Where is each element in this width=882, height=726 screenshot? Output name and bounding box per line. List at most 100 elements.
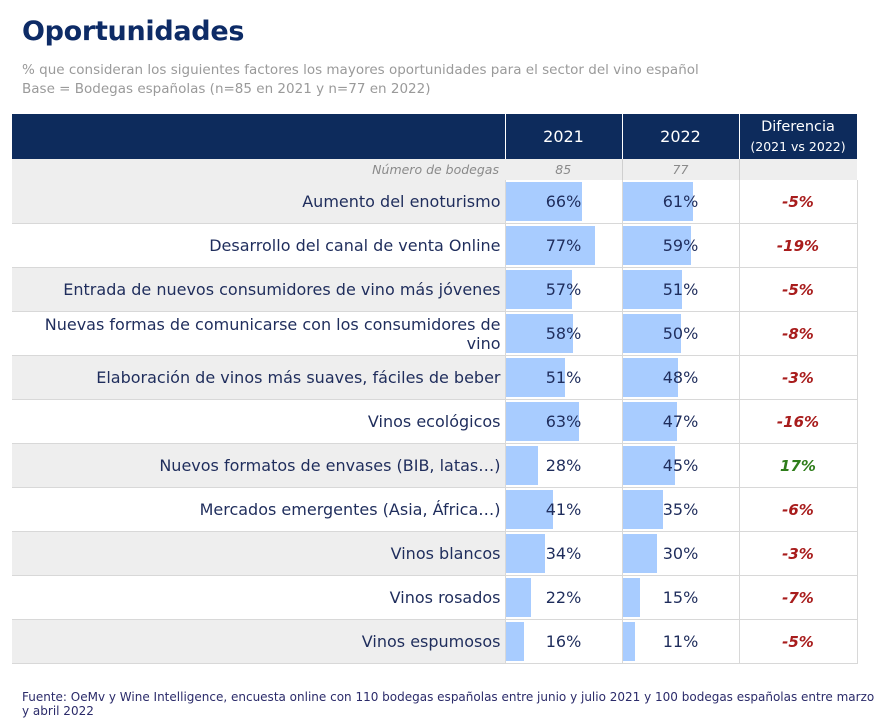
table-row: Desarrollo del canal de venta Online 77% 5… xyxy=(12,223,858,268)
subtitle-question: % que consideran los siguientes factores… xyxy=(22,62,699,78)
bar-2021 xyxy=(505,534,545,573)
source-note: Fuente: OeMv y Wine Intelligence, encues… xyxy=(22,690,875,718)
bar-2021 xyxy=(505,226,595,265)
bar-2021 xyxy=(505,446,538,485)
bar-cell-2022: 47% xyxy=(622,399,740,444)
difference-value: 17% xyxy=(738,443,858,488)
bar-cell-2022: 48% xyxy=(622,355,740,400)
category-label: Nuevas formas de comunicarse con los con… xyxy=(12,311,506,356)
opportunities-table: 2021 2022 Diferencia (2021 vs 2022) Núme… xyxy=(12,114,858,664)
header-row: 2021 2022 Diferencia (2021 vs 2022) xyxy=(12,114,858,159)
bar-2022 xyxy=(622,402,678,441)
value-label-2022: 50% xyxy=(662,324,699,343)
page-title: Oportunidades xyxy=(22,16,245,47)
value-label-2021: 63% xyxy=(545,412,582,431)
header-label-cell xyxy=(12,114,506,159)
bar-2021 xyxy=(505,182,583,221)
category-label: Vinos blancos xyxy=(12,531,506,576)
bar-2022 xyxy=(622,358,679,397)
bar-2021 xyxy=(505,270,572,309)
value-label-2021: 28% xyxy=(545,456,582,475)
value-label-2021: 57% xyxy=(545,280,582,299)
bar-cell-2022: 15% xyxy=(622,575,740,620)
header-difference: Diferencia (2021 vs 2022) xyxy=(739,114,858,159)
count-2022: 77 xyxy=(622,159,740,180)
bar-2022 xyxy=(622,578,640,617)
header-difference-subtitle: (2021 vs 2022) xyxy=(750,138,846,154)
category-label: Vinos rosados xyxy=(12,575,506,620)
value-label-2021: 66% xyxy=(545,192,582,211)
bar-2022 xyxy=(622,622,636,661)
header-2022: 2022 xyxy=(622,114,740,159)
value-label-2022: 47% xyxy=(662,412,699,431)
bar-cell-2021: 34% xyxy=(505,531,623,576)
difference-value: -7% xyxy=(738,575,858,620)
value-label-2022: 35% xyxy=(662,500,699,519)
value-label-2022: 45% xyxy=(662,456,699,475)
table-row: Vinos rosados 22% 15% -7% xyxy=(12,575,858,620)
table-row: Vinos ecológicos 63% 47% -16% xyxy=(12,399,858,444)
category-label: Entrada de nuevos consumidores de vino m… xyxy=(12,267,506,312)
header-difference-title: Diferencia xyxy=(761,118,835,135)
bar-cell-2022: 45% xyxy=(622,443,740,488)
table-row: Entrada de nuevos consumidores de vino m… xyxy=(12,267,858,312)
category-label: Aumento del enoturismo xyxy=(12,180,506,224)
count-row-label: Número de bodegas xyxy=(12,159,505,180)
bar-2022 xyxy=(622,534,658,573)
bar-2021 xyxy=(505,314,573,353)
table-row: Nuevas formas de comunicarse con los con… xyxy=(12,311,858,356)
value-label-2022: 11% xyxy=(662,632,699,651)
value-label-2022: 59% xyxy=(662,236,699,255)
bar-2021 xyxy=(505,578,532,617)
bar-cell-2022: 59% xyxy=(622,223,740,268)
difference-value: -3% xyxy=(738,355,858,400)
bar-cell-2022: 51% xyxy=(622,267,740,312)
difference-value: -19% xyxy=(738,223,858,268)
value-label-2021: 51% xyxy=(545,368,582,387)
table-row: Nuevos formatos de envases (BIB, latas…)… xyxy=(12,443,858,488)
table-row: Vinos blancos 34% 30% -3% xyxy=(12,531,858,576)
category-label: Vinos espumosos xyxy=(12,619,506,664)
category-label: Elaboración de vinos más suaves, fáciles… xyxy=(12,355,506,400)
value-label-2021: 22% xyxy=(545,588,582,607)
value-label-2021: 16% xyxy=(545,632,582,651)
bar-cell-2021: 41% xyxy=(505,487,623,532)
value-label-2021: 41% xyxy=(545,500,582,519)
category-label: Nuevos formatos de envases (BIB, latas…) xyxy=(12,443,506,488)
bar-cell-2021: 51% xyxy=(505,355,623,400)
count-row: Número de bodegas 85 77 xyxy=(12,159,857,180)
table-row: Mercados emergentes (Asia, África…) 41% 35… xyxy=(12,487,858,532)
category-label: Desarrollo del canal de venta Online xyxy=(12,223,506,268)
value-label-2022: 30% xyxy=(662,544,699,563)
bar-2022 xyxy=(622,226,691,265)
difference-value: -16% xyxy=(738,399,858,444)
count-2021: 85 xyxy=(505,159,623,180)
value-label-2022: 61% xyxy=(662,192,699,211)
bar-cell-2021: 77% xyxy=(505,223,623,268)
bar-cell-2021: 63% xyxy=(505,399,623,444)
difference-value: -5% xyxy=(738,619,858,664)
bar-cell-2022: 50% xyxy=(622,311,740,356)
bar-2021 xyxy=(505,358,565,397)
bar-cell-2021: 22% xyxy=(505,575,623,620)
value-label-2021: 77% xyxy=(545,236,582,255)
bar-2022 xyxy=(622,314,681,353)
bar-cell-2022: 61% xyxy=(622,180,740,224)
table-row: Elaboración de vinos más suaves, fáciles… xyxy=(12,355,858,400)
difference-value: -5% xyxy=(738,180,858,224)
bar-cell-2022: 35% xyxy=(622,487,740,532)
difference-value: -6% xyxy=(738,487,858,532)
bar-2022 xyxy=(622,182,694,221)
value-label-2022: 15% xyxy=(662,588,699,607)
category-label: Mercados emergentes (Asia, África…) xyxy=(12,487,506,532)
bar-2021 xyxy=(505,622,525,661)
value-label-2021: 34% xyxy=(545,544,582,563)
subtitle-base: Base = Bodegas españolas (n=85 en 2021 y… xyxy=(22,81,431,97)
category-label: Vinos ecológicos xyxy=(12,399,506,444)
bar-cell-2021: 28% xyxy=(505,443,623,488)
value-label-2022: 48% xyxy=(662,368,699,387)
bar-2022 xyxy=(622,490,664,529)
table-row: Vinos espumosos 16% 11% -5% xyxy=(12,619,858,664)
difference-value: -3% xyxy=(738,531,858,576)
bar-2021 xyxy=(505,490,554,529)
